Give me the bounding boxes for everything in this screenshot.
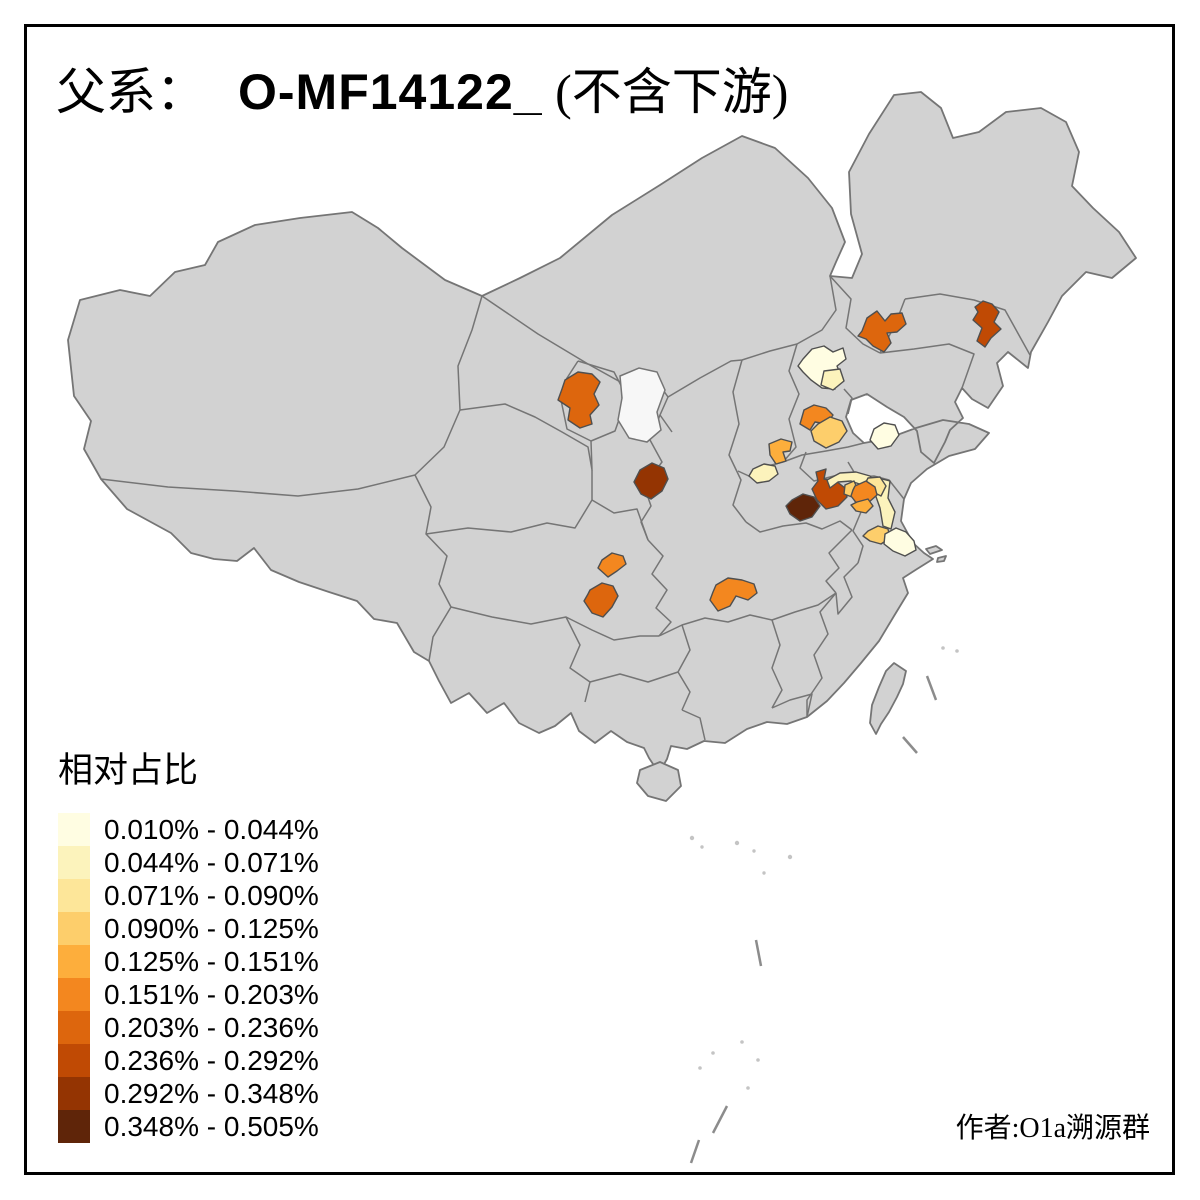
legend-swatch xyxy=(58,1044,90,1077)
legend-label: 0.151% - 0.203% xyxy=(104,978,319,1010)
legend-label: 0.348% - 0.505% xyxy=(104,1110,319,1142)
region-2 xyxy=(972,300,1002,348)
region-8 xyxy=(768,438,793,465)
attribution: 作者:O1a溯源群 xyxy=(955,1113,1150,1144)
region-21 xyxy=(883,527,917,557)
legend: 相对占比 0.010% - 0.044% 0.044% - 0.071% 0.071… xyxy=(58,742,319,1143)
coastal-islet xyxy=(925,545,943,555)
legend-row: 0.151% - 0.203% xyxy=(58,978,319,1011)
legend-swatch xyxy=(58,912,90,945)
legend-row: 0.071% - 0.090% xyxy=(58,879,319,912)
region-4 xyxy=(820,368,845,391)
legend-row: 0.203% - 0.236% xyxy=(58,1011,319,1044)
region-10 xyxy=(557,371,601,429)
legend-row: 0.348% - 0.505% xyxy=(58,1110,319,1143)
region-23 xyxy=(583,582,619,618)
region-12 xyxy=(785,493,821,522)
region-9 xyxy=(748,463,779,484)
region-19 xyxy=(850,498,874,514)
plot-frame xyxy=(24,24,1175,1175)
region-11 xyxy=(633,462,669,500)
region-22 xyxy=(597,552,627,578)
legend-swatch xyxy=(58,813,90,846)
legend-label: 0.044% - 0.071% xyxy=(104,846,319,878)
legend-row: 0.236% - 0.292% xyxy=(58,1044,319,1077)
title-prefix: 父系： xyxy=(56,64,206,120)
title-suffix: (不含下游) xyxy=(542,64,789,120)
country-outline xyxy=(67,91,1137,802)
nine-dash-line xyxy=(689,646,959,1164)
region-6 xyxy=(810,416,848,449)
region-7 xyxy=(869,422,900,450)
legend-swatch xyxy=(58,1110,90,1143)
legend-swatch xyxy=(58,879,90,912)
region-24 xyxy=(709,577,758,612)
title-haplogroup: O-MF14122_ xyxy=(238,64,543,120)
coastal-islet xyxy=(936,555,947,563)
legend-swatch xyxy=(58,846,90,879)
region-13 xyxy=(811,468,848,510)
legend-label: 0.071% - 0.090% xyxy=(104,879,319,911)
legend-row: 0.044% - 0.071% xyxy=(58,846,319,879)
legend-row: 0.090% - 0.125% xyxy=(58,912,319,945)
legend-label: 0.292% - 0.348% xyxy=(104,1077,319,1109)
legend-label: 0.203% - 0.236% xyxy=(104,1011,319,1043)
na-region xyxy=(617,367,666,443)
legend-label: 0.090% - 0.125% xyxy=(104,912,319,944)
legend-swatch xyxy=(58,1011,90,1044)
legend-swatch xyxy=(58,978,90,1011)
legend-label: 0.236% - 0.292% xyxy=(104,1044,319,1076)
page-title: 父系： O-MF14122_ (不含下游) xyxy=(56,52,788,124)
legend-swatch xyxy=(58,945,90,978)
legend-label: 0.125% - 0.151% xyxy=(104,945,319,977)
colored-regions xyxy=(557,300,1002,618)
legend-title: 相对占比 xyxy=(58,751,199,790)
region-1 xyxy=(857,310,907,353)
legend-label: 0.010% - 0.044% xyxy=(104,813,319,845)
legend-row: 0.292% - 0.348% xyxy=(58,1077,319,1110)
taiwan-island xyxy=(869,662,907,735)
hainan-island xyxy=(636,761,682,802)
legend-entries: 0.010% - 0.044% 0.044% - 0.071% 0.071% - 0… xyxy=(58,813,319,1143)
mainland-shape xyxy=(67,91,1137,774)
legend-row: 0.125% - 0.151% xyxy=(58,945,319,978)
legend-row: 0.010% - 0.044% xyxy=(58,813,319,846)
legend-swatch xyxy=(58,1077,90,1110)
province-borders xyxy=(100,275,1031,741)
